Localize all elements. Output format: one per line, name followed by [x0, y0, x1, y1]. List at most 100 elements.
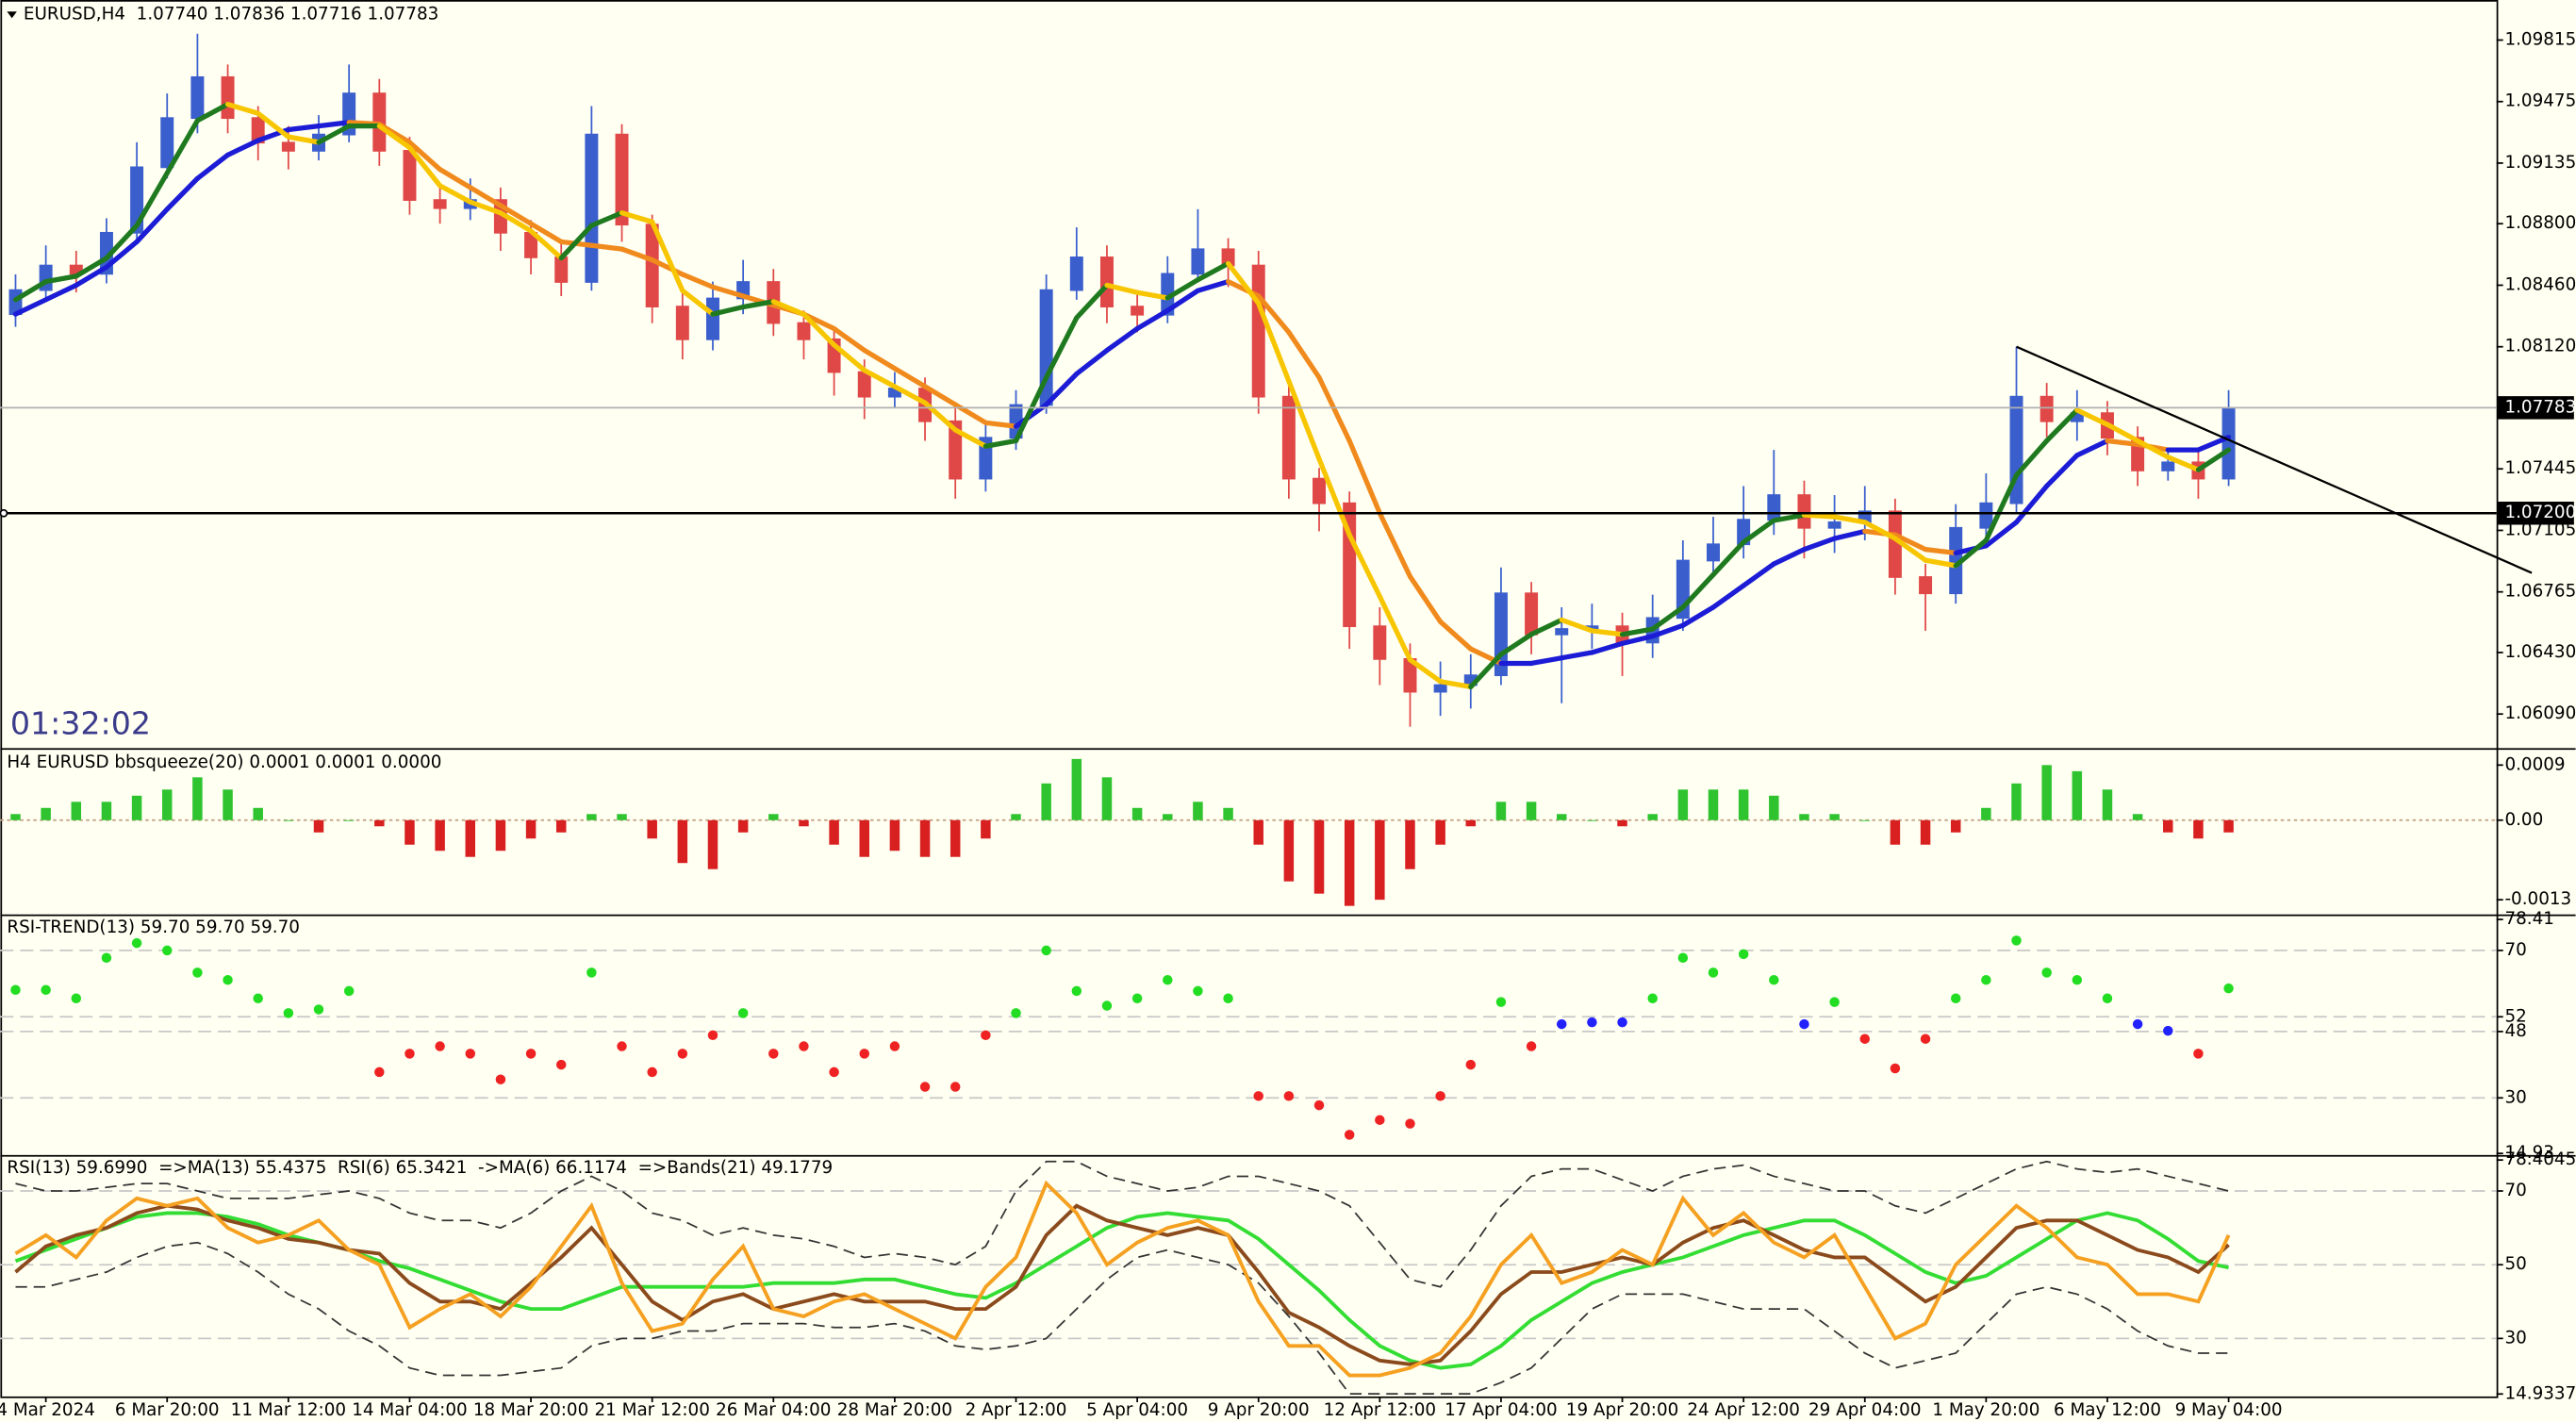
indicator-segment: [1498, 632, 1534, 657]
indicator-segment: [1377, 510, 1413, 580]
indicator-segment: [2165, 455, 2202, 472]
indicator-segment: [983, 438, 1019, 449]
bar: [10, 814, 21, 820]
indicator-segment: [43, 282, 79, 303]
dot: [2102, 993, 2113, 1003]
dot: [2193, 1049, 2204, 1059]
dot: [829, 1066, 839, 1078]
y-tick-label: 1.08800: [2504, 213, 2576, 233]
dot: [1587, 1017, 1597, 1028]
indicator-segment: [528, 221, 564, 245]
dot: [2163, 1025, 2173, 1036]
indicator-segment: [1923, 546, 1958, 556]
pane-title: EURUSD,H4 1.07740 1.07836 1.07716 1.0778…: [24, 5, 438, 25]
y-tick-label: 1.06765: [2504, 582, 2576, 602]
candle-body: [949, 420, 963, 480]
candle-body: [1069, 256, 1083, 291]
dot: [1647, 993, 1658, 1003]
bar: [1587, 819, 1597, 821]
bar: [1920, 819, 1931, 845]
y-tick-label: 78.4045: [2504, 1149, 2576, 1169]
indicator-segment: [1468, 652, 1504, 690]
dot: [555, 1059, 567, 1070]
bar: [525, 819, 537, 839]
dot: [525, 1049, 537, 1059]
candle-body: [2161, 461, 2175, 471]
indicator-segment: [134, 170, 170, 228]
trend-line: [2016, 345, 2533, 574]
indicator-segment: [770, 299, 807, 317]
dot: [617, 1041, 627, 1051]
indicator-segment: [134, 207, 170, 245]
indicator-segment: [1710, 583, 1746, 610]
indicator-segment: [1346, 438, 1382, 516]
dot: [435, 1041, 445, 1051]
indicator-segment: [1256, 293, 1292, 335]
dot: [2223, 983, 2234, 994]
x-tick-label: 28 Mar 20:00: [837, 1400, 952, 1420]
candle-body: [1555, 628, 1569, 636]
indicator-segment: [498, 203, 534, 226]
indicator-segment: [1044, 315, 1080, 380]
indicator-segment: [2195, 435, 2232, 453]
line-anchor: [0, 508, 8, 518]
indicator-segment: [1013, 374, 1049, 444]
indicator-line: [14, 1180, 2231, 1378]
indicator-segment: [1589, 640, 1626, 655]
x-tick-label: 19 Apr 20:00: [1566, 1400, 1679, 1420]
indicator-segment: [892, 366, 928, 389]
bar: [465, 819, 476, 857]
dot: [1981, 974, 1991, 985]
candle-body: [1373, 625, 1387, 660]
bar: [1465, 819, 1477, 827]
indicator-segment: [1286, 378, 1322, 462]
indicator-segment: [1619, 634, 1656, 646]
dot: [1405, 1118, 1415, 1129]
bar: [2011, 783, 2022, 820]
dot: [1950, 993, 1961, 1003]
bar: [1071, 758, 1082, 820]
y-tick-label: 1.08460: [2504, 274, 2576, 294]
x-tick-label: 21 Mar 12:00: [594, 1400, 709, 1420]
indicator-segment: [437, 167, 473, 190]
bar: [1617, 819, 1627, 827]
indicator-segment: [104, 239, 140, 270]
indicator-segment: [528, 228, 564, 261]
y-tick-label: 1.06090: [2504, 703, 2576, 723]
indicator-segment: [1346, 532, 1382, 600]
y-tick-label: 48: [2504, 1021, 2526, 1041]
candle-body: [160, 117, 174, 169]
indicator-segment: [862, 368, 898, 389]
dot: [647, 1066, 657, 1078]
dot: [374, 1066, 385, 1078]
indicator-segment: [2105, 422, 2140, 444]
indicator-segment: [1741, 561, 1776, 588]
y-tick-label: 78.41: [2504, 909, 2553, 929]
x-tick-label: 14 Mar 04:00: [352, 1400, 467, 1420]
candle-body: [615, 133, 629, 226]
dot: [313, 1004, 324, 1015]
bar: [1981, 807, 1991, 820]
bar: [162, 789, 173, 820]
dot: [2132, 1018, 2143, 1030]
dot: [1283, 1091, 1295, 1101]
dot: [2072, 974, 2083, 985]
indicator-segment: [831, 342, 867, 373]
x-tick-label: 9 Apr 20:00: [1208, 1400, 1310, 1420]
y-tick-label: 52: [2504, 1006, 2526, 1026]
candle-body: [1433, 684, 1447, 693]
dot: [2041, 967, 2052, 978]
indicator-segment: [1862, 520, 1898, 541]
dot: [162, 945, 173, 956]
x-tick-label: 26 Mar 04:00: [716, 1400, 831, 1420]
dot: [1769, 974, 1779, 985]
x-tick-label: 18 Mar 20:00: [473, 1400, 588, 1420]
dot: [131, 937, 142, 949]
dot: [677, 1049, 688, 1059]
plot-frame: [0, 0, 2499, 1398]
indicator-segment: [952, 427, 988, 449]
indicator-segment: [1559, 650, 1595, 661]
dot: [1131, 993, 1143, 1003]
